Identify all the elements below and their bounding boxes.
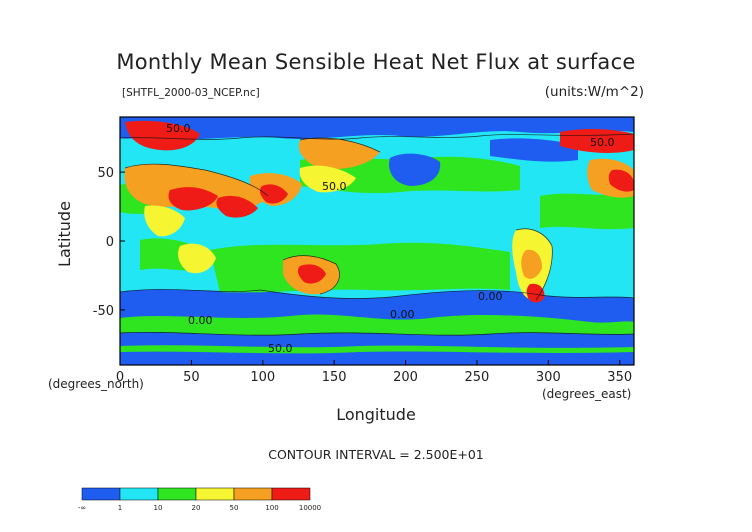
y-tick-label: -50: [93, 304, 114, 319]
arctic-low-flux: [120, 117, 634, 140]
contour-interval-text: CONTOUR INTERVAL = 2.500E+01: [268, 447, 484, 462]
legend-swatch: [81, 487, 121, 501]
contour-label: 50.0: [590, 136, 615, 149]
x-axis-label: Longitude: [336, 405, 416, 424]
legend-label: 1: [118, 504, 122, 512]
color-legend: -∞ 1 10 20 50 100 10000: [78, 487, 321, 512]
x-tick-label: 300: [536, 370, 561, 385]
south-america-orange: [521, 249, 542, 279]
south-america-red: [526, 283, 545, 303]
southern-green-band: [120, 314, 634, 336]
legend-label: -∞: [78, 504, 86, 512]
x-tick-label: 100: [250, 370, 275, 385]
atlantic-patch-east: [540, 193, 634, 230]
legend-label: 100: [265, 504, 278, 512]
siberia-orange: [298, 137, 380, 170]
europe-red: [125, 120, 200, 151]
x-tick-label: 0: [116, 370, 124, 385]
x-units-note: (degrees_east): [542, 387, 631, 401]
y-axis: 50 0 -50: [93, 166, 125, 319]
contour-map: 50.0 50.0 0.00 0.00 0.00 50.0 50.0: [120, 117, 634, 365]
contour-label: 0.00: [390, 308, 415, 321]
southern-africa-yellow: [178, 243, 216, 274]
legend-label: 10: [154, 504, 163, 512]
north-pacific-blue-patch: [389, 153, 441, 186]
east-asia-yellow: [299, 165, 356, 193]
y-tick-label: 0: [106, 235, 114, 250]
legend-label: 50: [230, 504, 239, 512]
antarctic-thin-green: [120, 345, 634, 354]
x-tick-label: 350: [607, 370, 632, 385]
contour-label: 50.0: [322, 180, 347, 193]
arabia-red: [216, 195, 258, 218]
legend-swatch: [157, 487, 197, 501]
y-axis-label: Latitude: [55, 201, 74, 267]
west-africa-yellow: [144, 205, 185, 237]
sahara-red-core: [168, 187, 218, 211]
contour-lines: [120, 133, 634, 336]
x-tick-label: 50: [183, 370, 200, 385]
y-units-note: (degrees_north): [48, 377, 144, 391]
contour-label: 0.00: [478, 290, 503, 303]
legend-label: 20: [192, 504, 201, 512]
file-name-subtitle: [SHTFL_2000-03_NCEP.nc]: [122, 87, 260, 99]
x-tick-label: 150: [322, 370, 347, 385]
chart-title: Monthly Mean Sensible Heat Net Flux at s…: [116, 50, 635, 74]
contour-label: 50.0: [166, 122, 191, 135]
india-red: [259, 184, 288, 204]
contour-label: 0.00: [188, 314, 213, 327]
australia-red: [297, 264, 326, 284]
units-label: (units:W/m^2): [545, 84, 644, 100]
southern-subtropical-belt: [210, 242, 510, 293]
legend-swatch: [233, 487, 273, 501]
x-axis: 0 50 100 150 200 250 300 350: [116, 360, 632, 385]
legend-label: 10000: [299, 504, 321, 512]
contour-label: 50.0: [268, 342, 293, 355]
x-tick-label: 250: [465, 370, 490, 385]
x-tick-label: 200: [393, 370, 418, 385]
north-america-blue: [490, 138, 578, 162]
north-america-red: [608, 169, 634, 192]
legend-swatch: [119, 487, 159, 501]
legend-swatch: [271, 487, 311, 501]
y-tick-label: 50: [97, 166, 114, 181]
legend-swatch: [195, 487, 235, 501]
